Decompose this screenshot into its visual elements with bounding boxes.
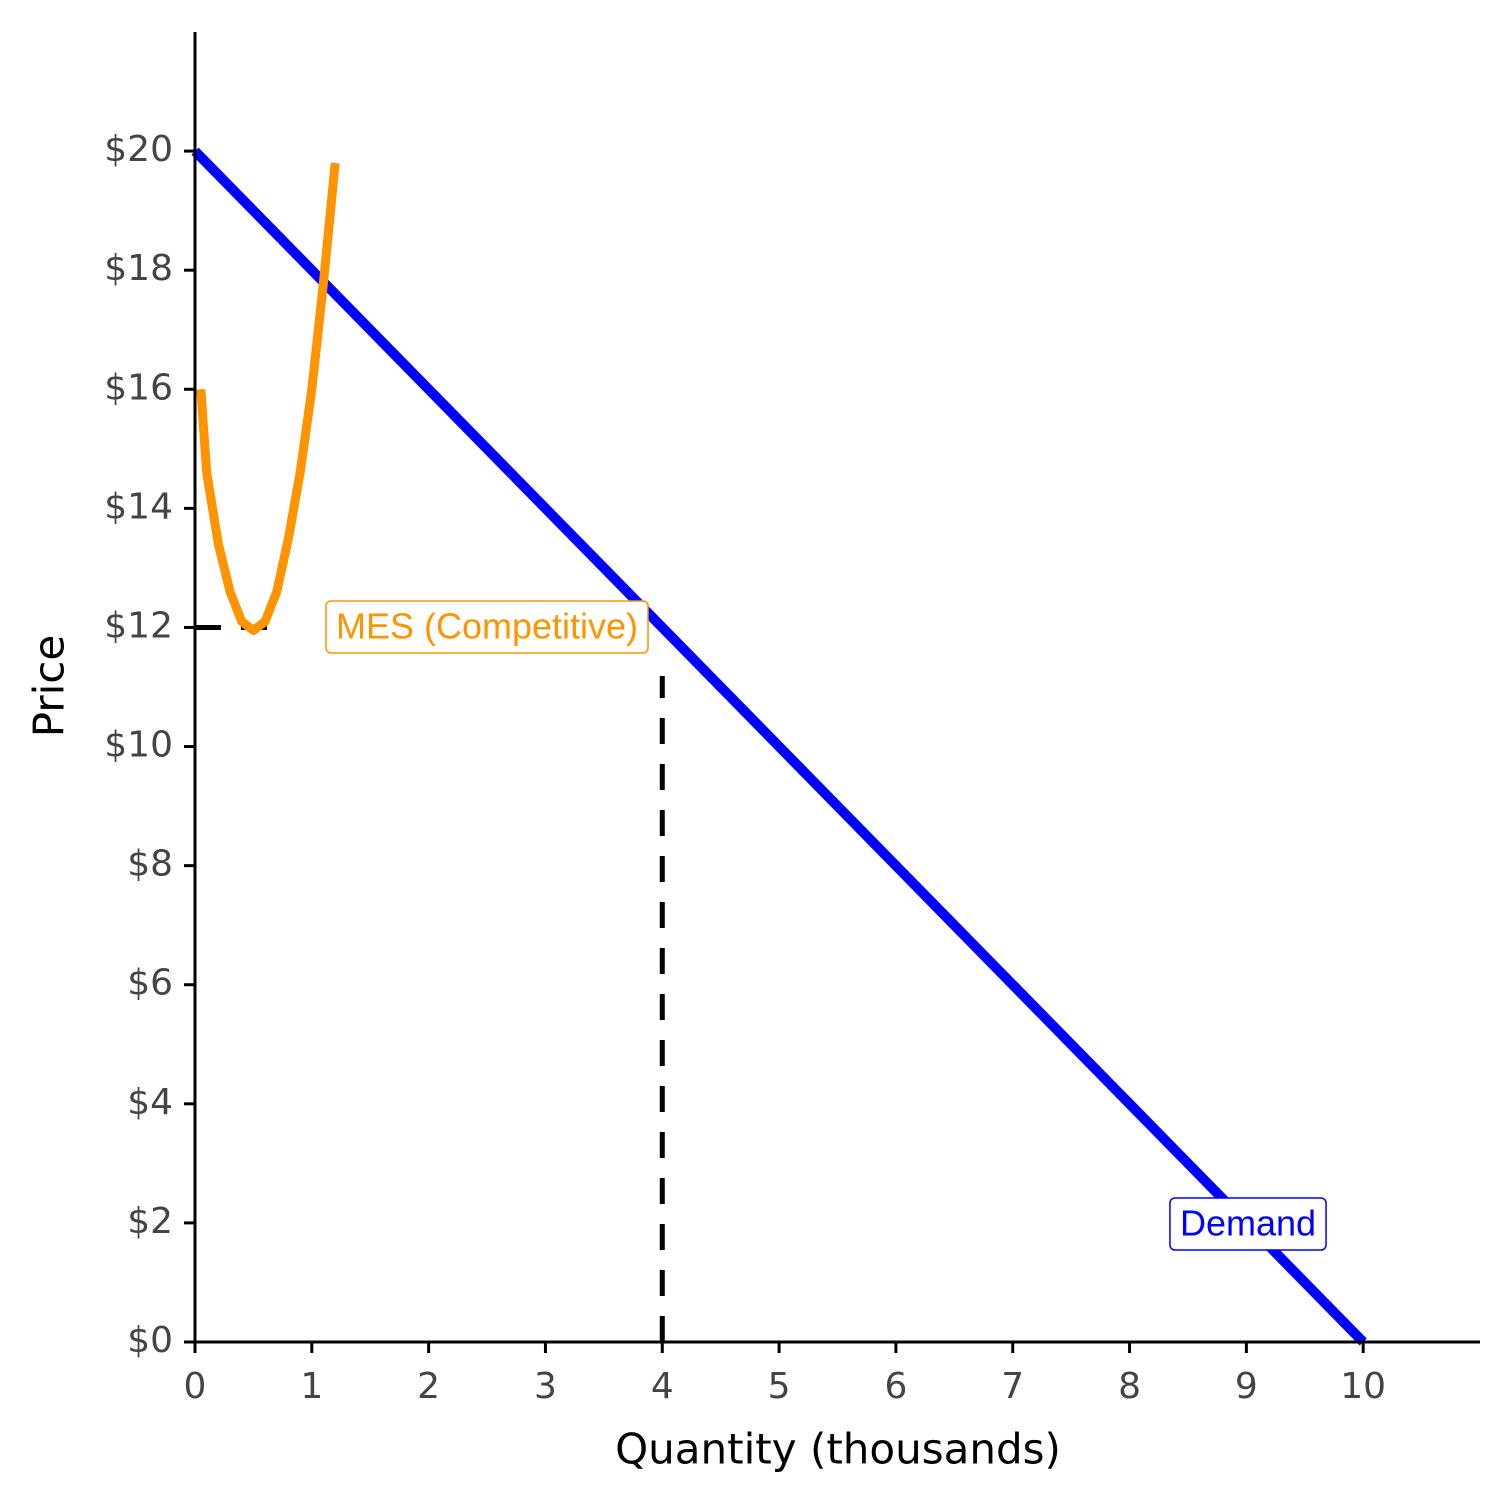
y-axis-title: Price [25, 635, 74, 737]
x-tick-label: 5 [768, 1366, 791, 1407]
x-tick-label: 0 [184, 1366, 207, 1407]
y-tick-label: $8 [127, 844, 173, 885]
line-series [196, 162, 340, 635]
y-tick-label: $18 [104, 248, 173, 289]
y-tick-label: $10 [104, 725, 173, 766]
y-tick-label: $2 [127, 1201, 173, 1242]
x-tick-label: 3 [534, 1366, 557, 1407]
annotation-text: Demand [1180, 1203, 1316, 1244]
line-series [191, 147, 1367, 1346]
x-tick-label: 1 [300, 1366, 323, 1407]
annotation-text: MES (Competitive) [336, 606, 638, 647]
x-tick-label: 8 [1118, 1366, 1141, 1407]
x-tick-label: 6 [884, 1366, 907, 1407]
annotation: Demand [1169, 1197, 1327, 1251]
y-tick-label: $20 [104, 129, 173, 170]
y-tick-label: $12 [104, 605, 173, 646]
x-tick-label: 4 [651, 1366, 674, 1407]
annotation-box [325, 600, 649, 654]
y-tick-label: $0 [127, 1320, 173, 1361]
annotation: MES (Competitive) [325, 600, 649, 654]
x-tick-label: 10 [1340, 1366, 1386, 1407]
annotation-box [1169, 1197, 1327, 1251]
x-tick-label: 7 [1001, 1366, 1024, 1407]
x-tick-label: 2 [417, 1366, 440, 1407]
y-tick-label: $16 [104, 367, 173, 408]
x-tick-label: 9 [1235, 1366, 1258, 1407]
y-tick-label: $6 [127, 963, 173, 1004]
x-axis-title: Quantity (thousands) [615, 1425, 1061, 1474]
y-tick-label: $14 [104, 486, 173, 527]
y-tick-label: $4 [127, 1082, 173, 1123]
